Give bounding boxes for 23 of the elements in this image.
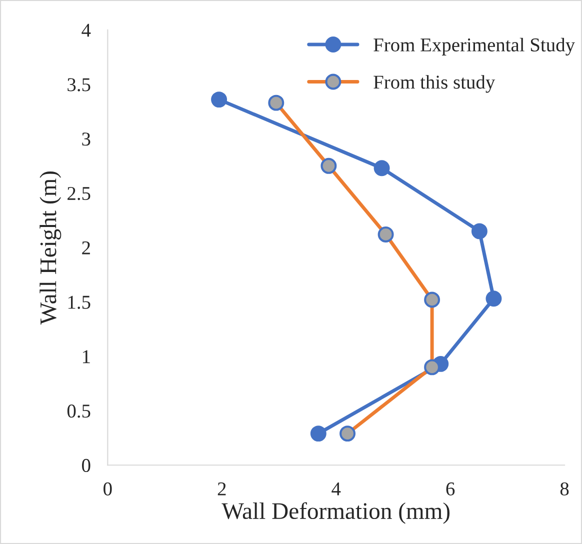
y-tick-label: 1.5 [68, 296, 90, 309]
legend-label: From this study [374, 75, 496, 93]
x-axis-title: Wall Deformation (mm) [222, 502, 450, 524]
point [310, 426, 326, 442]
point [471, 223, 488, 240]
legend-label: From Experimental Study [374, 38, 575, 56]
y-tick-label: 2 [82, 241, 90, 254]
point [211, 92, 228, 108]
y-tick-label: 0.5 [67, 404, 90, 418]
y-tick-label: 1 [82, 350, 90, 364]
y-axis-title: Wall Height (m) [40, 171, 62, 325]
x-tick-label: 0 [104, 482, 112, 496]
point [486, 290, 502, 307]
x-tick-label: 2 [218, 482, 226, 496]
x-tick-label: 8 [560, 482, 569, 496]
y-tick-label: 3.5 [68, 78, 90, 92]
y-tick-label: 4 [82, 24, 91, 37]
point [374, 160, 390, 176]
x-tick-label: 6 [446, 482, 455, 496]
y-tick-label: 2.5 [68, 186, 90, 200]
y-tick-label: 3 [82, 132, 90, 146]
y-tick-label: 0 [82, 458, 90, 472]
x-tick-label: 4 [332, 482, 341, 496]
